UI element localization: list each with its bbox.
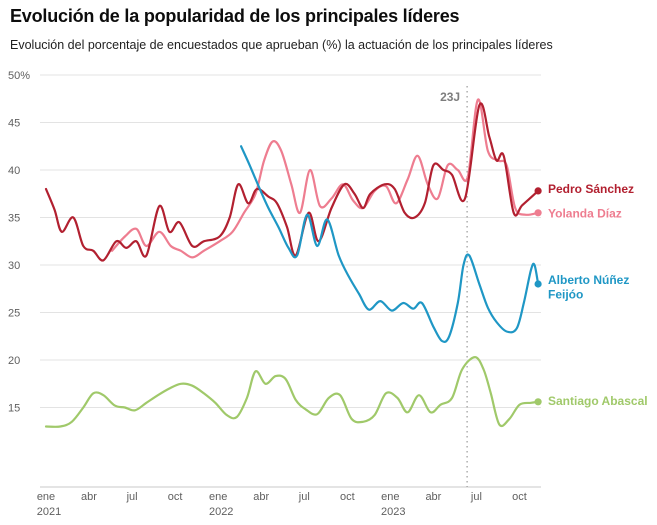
- series-line-sanchez: [44, 102, 540, 262]
- series-label-feijoo: Alberto Núñez: [548, 273, 629, 287]
- series-label-diaz: Yolanda Díaz: [548, 207, 622, 221]
- series-end-dot-abascal: [534, 398, 542, 406]
- page-subtitle: Evolución del porcentaje de encuestados …: [10, 38, 553, 52]
- series-line-abascal: [44, 356, 540, 428]
- series-label-feijoo: Feijóo: [548, 288, 583, 302]
- x-tick-year: 2023: [381, 506, 405, 518]
- y-tick-label-45: 45: [8, 118, 20, 130]
- x-tick-label: jul: [298, 491, 310, 503]
- y-tick-label-15: 15: [8, 403, 20, 415]
- x-tick-label: ene: [37, 491, 55, 503]
- series-label-abascal: Santiago Abascal: [548, 394, 648, 408]
- x-tick-label: jul: [126, 491, 138, 503]
- series-label-sanchez: Pedro Sánchez: [548, 182, 634, 196]
- x-tick-label: ene: [209, 491, 227, 503]
- x-tick-label: ene: [381, 491, 399, 503]
- x-tick-label: abr: [81, 491, 97, 503]
- x-tick-label: abr: [253, 491, 269, 503]
- series-end-dot-feijoo: [534, 280, 542, 288]
- election-annotation-label: 23J: [440, 90, 460, 104]
- x-tick-label: oct: [512, 491, 527, 503]
- y-tick-label-50: 50%: [8, 70, 30, 82]
- x-tick-label: oct: [340, 491, 355, 503]
- series-end-dot-sanchez: [534, 187, 542, 195]
- y-tick-label-30: 30: [8, 260, 20, 272]
- x-tick-label: oct: [168, 491, 183, 503]
- series-line-diaz: [110, 98, 540, 259]
- x-tick-label: abr: [425, 491, 441, 503]
- x-tick-year: 2021: [37, 506, 61, 518]
- x-tick-year: 2022: [209, 506, 233, 518]
- x-tick-label: jul: [470, 491, 482, 503]
- page-title: Evolución de la popularidad de los princ…: [10, 6, 460, 26]
- y-tick-label-40: 40: [8, 165, 20, 177]
- series-line-feijoo: [240, 145, 540, 343]
- y-tick-label-20: 20: [8, 355, 20, 367]
- series-end-dot-diaz: [534, 209, 542, 217]
- y-tick-label-25: 25: [8, 308, 20, 320]
- y-tick-label-35: 35: [8, 213, 20, 225]
